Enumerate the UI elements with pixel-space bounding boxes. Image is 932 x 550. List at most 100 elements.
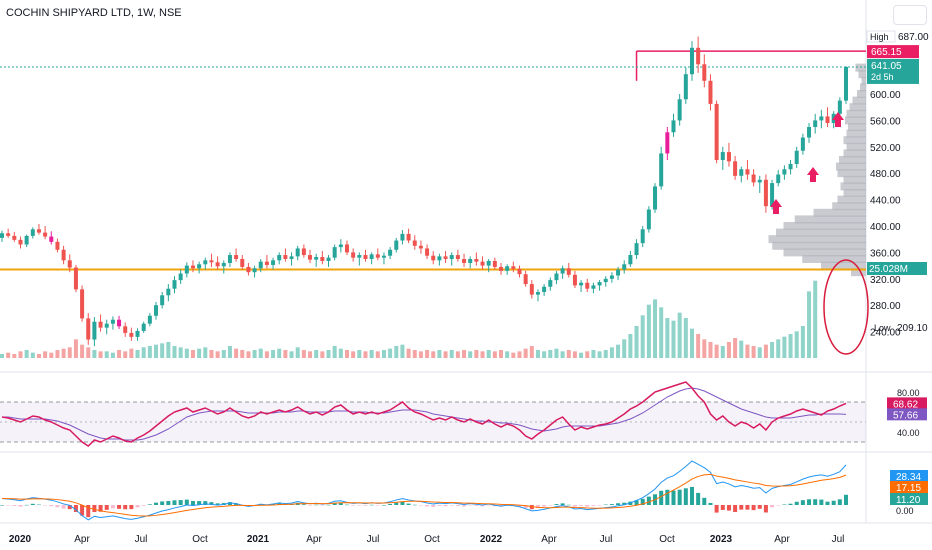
candle: [671, 120, 676, 133]
macd-histogram-bar: [110, 505, 115, 509]
candle: [646, 209, 651, 230]
macd-histogram-bar: [160, 501, 165, 505]
candle: [264, 261, 269, 265]
macd-histogram-bar: [831, 500, 836, 505]
volume-bar: [622, 339, 627, 358]
candle: [141, 323, 146, 331]
macd-histogram-bar: [400, 501, 405, 505]
candle: [782, 169, 787, 175]
volume-bar: [554, 348, 559, 358]
candle: [67, 260, 72, 268]
macd-histogram-bar: [117, 505, 122, 509]
macd-histogram-bar: [462, 505, 467, 507]
candle: [455, 255, 460, 259]
volume-bar: [640, 315, 645, 358]
candle: [708, 80, 713, 104]
candle: [486, 260, 491, 266]
volume-profile-bar: [846, 129, 866, 138]
macd-histogram-bar: [92, 505, 97, 513]
macd-histogram-bar: [634, 500, 639, 505]
macd-histogram-bar: [646, 496, 651, 505]
candle: [739, 169, 744, 176]
candle: [763, 179, 768, 207]
volume-profile-bar: [794, 215, 866, 224]
candle: [363, 255, 368, 259]
up-arrow-annotation: [832, 112, 844, 127]
time-tick-label: Apr: [74, 534, 90, 545]
volume-bar: [800, 326, 805, 358]
volume-profile-bar: [843, 136, 866, 145]
volume-profile-bar: [839, 156, 866, 164]
macd-histogram-bar: [726, 505, 731, 511]
volume-bar: [591, 350, 596, 358]
macd-histogram-bar: [776, 505, 781, 506]
candle: [375, 254, 380, 258]
volume-bar: [468, 351, 473, 358]
volume-profile-bar: [772, 241, 866, 250]
time-tick-label: Apr: [541, 534, 557, 545]
macd-histogram-bar: [800, 500, 805, 505]
volume-bar: [277, 348, 282, 358]
candle: [535, 292, 540, 295]
volume-bar: [807, 291, 812, 358]
candle: [776, 174, 781, 184]
volume-bar: [763, 344, 768, 358]
volume-profile-bar: [843, 189, 866, 197]
volume-bar: [234, 348, 239, 358]
macd-histogram-bar: [12, 505, 17, 507]
volume-bar: [542, 351, 547, 358]
volume-bar: [271, 350, 276, 358]
volume-bar: [30, 352, 35, 358]
candle: [43, 232, 48, 237]
volume-bar: [338, 348, 343, 358]
signal-value: 17.15: [896, 483, 921, 494]
macd-histogram-bar: [86, 505, 91, 518]
macd-histogram-bar: [314, 504, 319, 506]
candle: [295, 248, 300, 257]
macd-histogram-bar: [455, 505, 460, 506]
candle: [86, 318, 91, 340]
candle: [73, 267, 78, 290]
volume-bar: [683, 318, 688, 358]
macd-histogram-bar: [190, 501, 195, 505]
time-tick-label: Apr: [306, 534, 322, 545]
candle: [677, 99, 682, 121]
up-arrow-annotation: [807, 167, 819, 182]
macd-histogram-bar: [326, 504, 331, 506]
candle: [190, 265, 195, 269]
volume-bar: [813, 280, 818, 358]
volume-bar: [449, 350, 454, 358]
volume-bar: [455, 351, 460, 358]
volume-bar: [332, 346, 337, 358]
resistance-value: 665.15: [871, 47, 902, 58]
volume-bar: [240, 350, 245, 358]
header-button[interactable]: [893, 5, 927, 25]
volume-bar: [486, 350, 491, 358]
volume-bar: [677, 312, 682, 358]
volume-bar: [326, 350, 331, 358]
macd-histogram-bar: [474, 505, 479, 506]
macd-histogram-bar: [6, 505, 11, 506]
volume-bar: [252, 350, 257, 358]
macd-histogram-bar: [696, 492, 701, 505]
volume-bar: [375, 351, 380, 358]
hist-value: 11.20: [896, 495, 921, 506]
macd-histogram-bar: [363, 505, 368, 506]
candle: [665, 132, 670, 154]
volume-bar: [406, 348, 411, 358]
macd-histogram-bar: [320, 505, 325, 506]
macd-histogram-bar: [745, 505, 750, 510]
volume-bar: [283, 350, 288, 358]
volume-profile-bar: [783, 222, 866, 230]
countdown-label: 2d 5h: [871, 72, 894, 82]
macd-histogram-bar: [418, 505, 423, 506]
volume-bar: [36, 354, 41, 358]
volume-bar: [535, 350, 540, 358]
hist-value-tag: [890, 493, 928, 505]
macd-histogram-bar: [308, 505, 313, 506]
candle: [696, 47, 701, 65]
candle: [603, 278, 608, 283]
candle: [147, 315, 152, 324]
candle: [400, 233, 405, 241]
